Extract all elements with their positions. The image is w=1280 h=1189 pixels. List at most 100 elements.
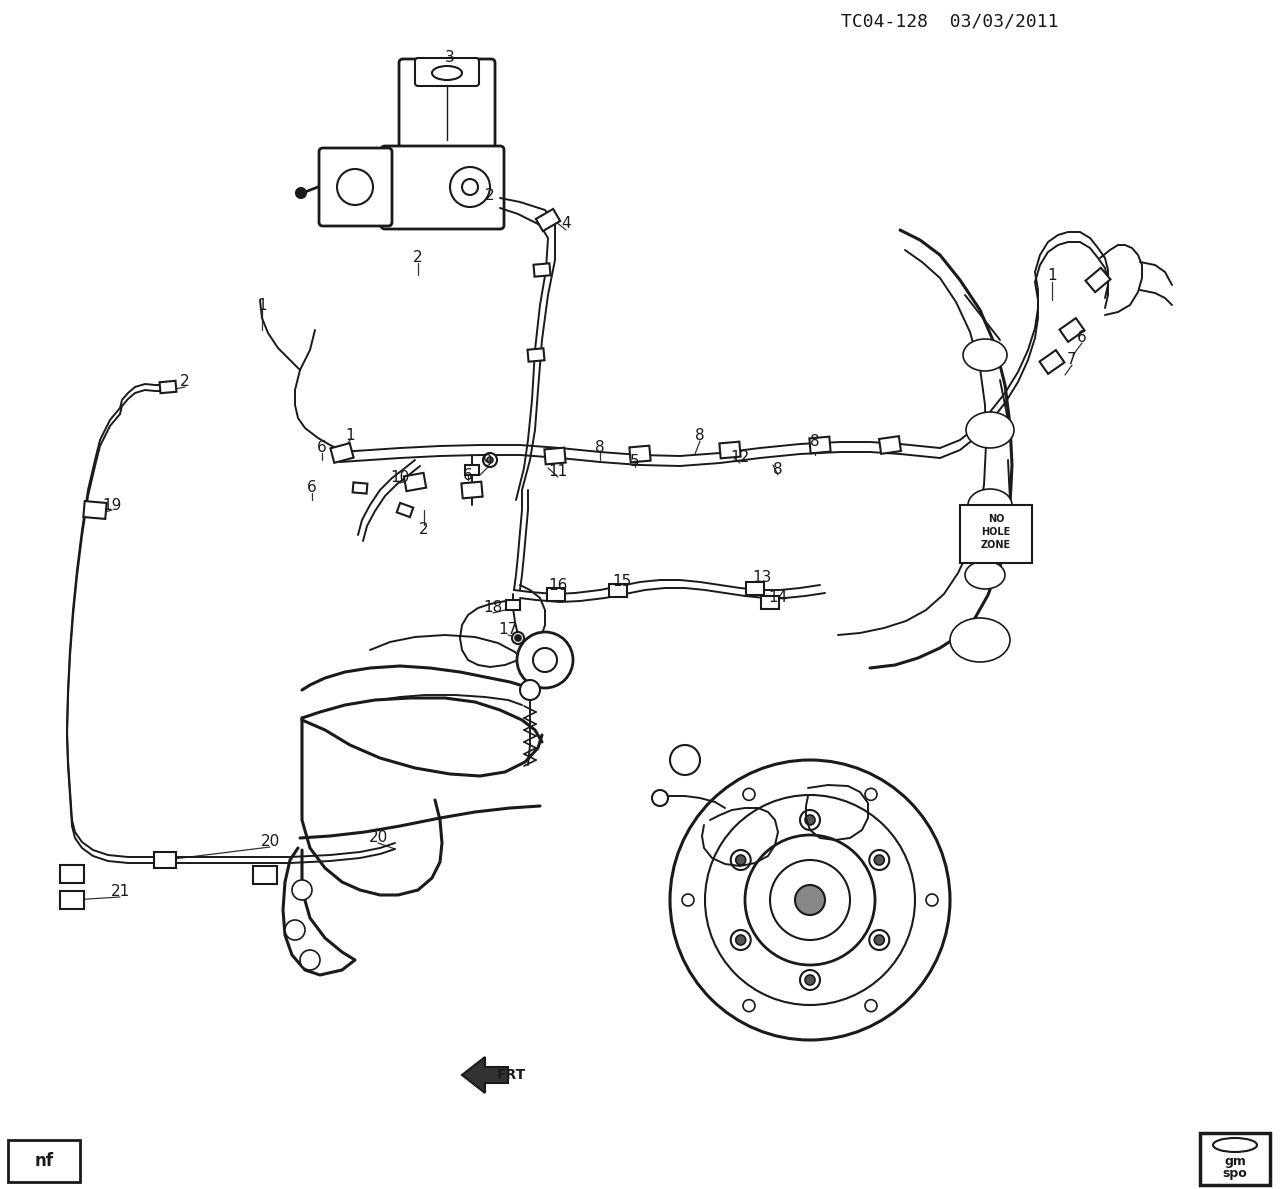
Text: 4: 4 xyxy=(561,216,571,232)
Polygon shape xyxy=(465,465,479,474)
Circle shape xyxy=(925,894,938,906)
Polygon shape xyxy=(461,482,483,498)
Text: nf: nf xyxy=(35,1152,54,1170)
Text: 2: 2 xyxy=(419,522,429,537)
Circle shape xyxy=(742,788,755,800)
FancyBboxPatch shape xyxy=(319,147,392,226)
Circle shape xyxy=(800,970,820,990)
Text: 6: 6 xyxy=(1078,331,1087,346)
Circle shape xyxy=(517,633,573,688)
Polygon shape xyxy=(397,503,413,517)
Circle shape xyxy=(462,180,477,195)
Circle shape xyxy=(512,633,524,644)
Circle shape xyxy=(652,789,668,806)
Circle shape xyxy=(874,855,884,866)
Circle shape xyxy=(874,935,884,945)
Text: 8: 8 xyxy=(595,440,605,455)
Text: 6: 6 xyxy=(307,480,317,496)
Text: 1: 1 xyxy=(346,428,355,442)
Circle shape xyxy=(337,169,372,205)
Polygon shape xyxy=(879,436,901,454)
Polygon shape xyxy=(253,866,276,883)
Circle shape xyxy=(483,453,497,467)
Text: ZONE: ZONE xyxy=(980,540,1011,551)
Polygon shape xyxy=(809,436,831,453)
Text: 12: 12 xyxy=(731,451,750,466)
Circle shape xyxy=(335,446,349,460)
Text: HOLE: HOLE xyxy=(982,527,1011,537)
Polygon shape xyxy=(762,596,780,609)
Text: 11: 11 xyxy=(548,465,567,479)
Circle shape xyxy=(451,166,490,207)
Circle shape xyxy=(745,835,876,965)
Polygon shape xyxy=(1039,350,1065,373)
Polygon shape xyxy=(746,581,764,594)
Ellipse shape xyxy=(1213,1138,1257,1152)
Polygon shape xyxy=(534,263,550,277)
Text: 10: 10 xyxy=(390,471,410,485)
Polygon shape xyxy=(60,891,84,910)
Circle shape xyxy=(682,894,694,906)
Text: TC04-128  03/03/2011: TC04-128 03/03/2011 xyxy=(841,13,1059,31)
Ellipse shape xyxy=(966,413,1014,448)
Text: FRT: FRT xyxy=(497,1068,526,1082)
Text: 1: 1 xyxy=(257,297,266,313)
Circle shape xyxy=(865,788,877,800)
FancyBboxPatch shape xyxy=(415,58,479,86)
Text: 13: 13 xyxy=(753,571,772,585)
Text: 16: 16 xyxy=(548,578,568,592)
Circle shape xyxy=(869,850,890,870)
Circle shape xyxy=(869,930,890,950)
Circle shape xyxy=(771,860,850,940)
Bar xyxy=(485,1065,538,1086)
Polygon shape xyxy=(544,447,566,465)
FancyBboxPatch shape xyxy=(399,59,495,149)
Text: 7: 7 xyxy=(1068,352,1076,367)
Ellipse shape xyxy=(965,561,1005,589)
Circle shape xyxy=(795,885,826,916)
Circle shape xyxy=(292,880,312,900)
Text: 17: 17 xyxy=(498,623,517,637)
Text: 1: 1 xyxy=(1047,269,1057,283)
Text: 8: 8 xyxy=(773,463,783,478)
Polygon shape xyxy=(506,600,520,610)
Text: 20: 20 xyxy=(369,830,388,845)
Text: 19: 19 xyxy=(102,497,122,512)
Circle shape xyxy=(805,975,815,984)
Circle shape xyxy=(865,1000,877,1012)
Polygon shape xyxy=(160,380,177,394)
Polygon shape xyxy=(1085,268,1111,292)
Text: 3: 3 xyxy=(445,50,454,65)
Text: 8: 8 xyxy=(695,428,705,443)
Circle shape xyxy=(731,850,750,870)
Circle shape xyxy=(736,935,746,945)
Bar xyxy=(960,505,1032,564)
Circle shape xyxy=(520,680,540,700)
Polygon shape xyxy=(462,1057,508,1093)
Text: 9: 9 xyxy=(483,454,493,470)
FancyBboxPatch shape xyxy=(381,146,504,229)
Circle shape xyxy=(805,814,815,825)
Circle shape xyxy=(296,188,306,199)
Text: 6: 6 xyxy=(463,467,472,483)
Circle shape xyxy=(515,635,521,641)
Polygon shape xyxy=(536,209,561,231)
Polygon shape xyxy=(630,446,650,463)
Text: 18: 18 xyxy=(484,600,503,616)
Polygon shape xyxy=(83,501,106,518)
Polygon shape xyxy=(719,441,741,458)
Circle shape xyxy=(285,920,305,940)
Polygon shape xyxy=(1060,319,1084,342)
Circle shape xyxy=(669,760,950,1040)
Ellipse shape xyxy=(950,618,1010,662)
Polygon shape xyxy=(154,853,177,868)
Polygon shape xyxy=(60,866,84,883)
Text: 2: 2 xyxy=(180,375,189,390)
Text: 2: 2 xyxy=(485,188,495,202)
Circle shape xyxy=(339,449,346,457)
Text: 2: 2 xyxy=(413,251,422,265)
Ellipse shape xyxy=(963,339,1007,371)
Text: gm: gm xyxy=(1224,1155,1245,1168)
Text: 20: 20 xyxy=(260,835,279,849)
Circle shape xyxy=(736,855,746,866)
